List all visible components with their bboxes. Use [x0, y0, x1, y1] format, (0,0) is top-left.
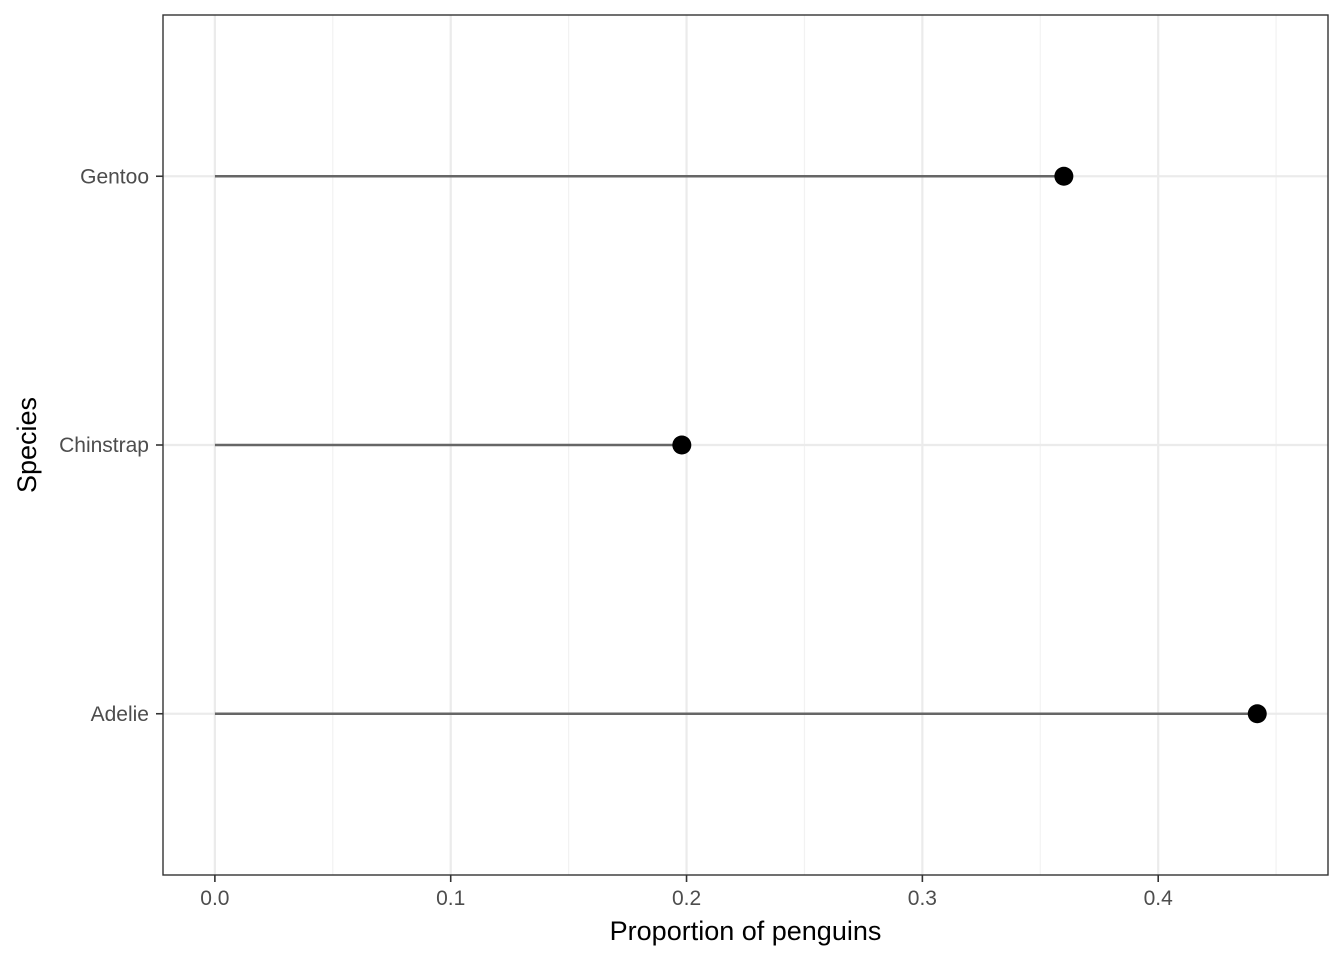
y-tick-label: Chinstrap — [59, 434, 149, 457]
lollipop-point — [1054, 166, 1074, 186]
x-tick-label: 0.3 — [908, 887, 937, 910]
x-tick-label: 0.2 — [672, 887, 701, 910]
lollipop-point — [672, 435, 692, 455]
data-marks — [214, 166, 1267, 724]
x-tick-label: 0.1 — [436, 887, 465, 910]
x-axis-title: Proportion of penguins — [610, 916, 882, 946]
x-tick-label: 0.4 — [1144, 887, 1174, 910]
lollipop-point — [1247, 704, 1267, 724]
axes: 0.0 0.1 0.2 0.3 0.4 Adelie Chinstrap Gentoo — [59, 165, 1173, 910]
y-tick-label: Adelie — [91, 703, 149, 726]
x-tick-label: 0.0 — [200, 887, 229, 910]
y-tick-label: Gentoo — [80, 165, 149, 188]
y-axis-title: Species — [12, 397, 42, 493]
